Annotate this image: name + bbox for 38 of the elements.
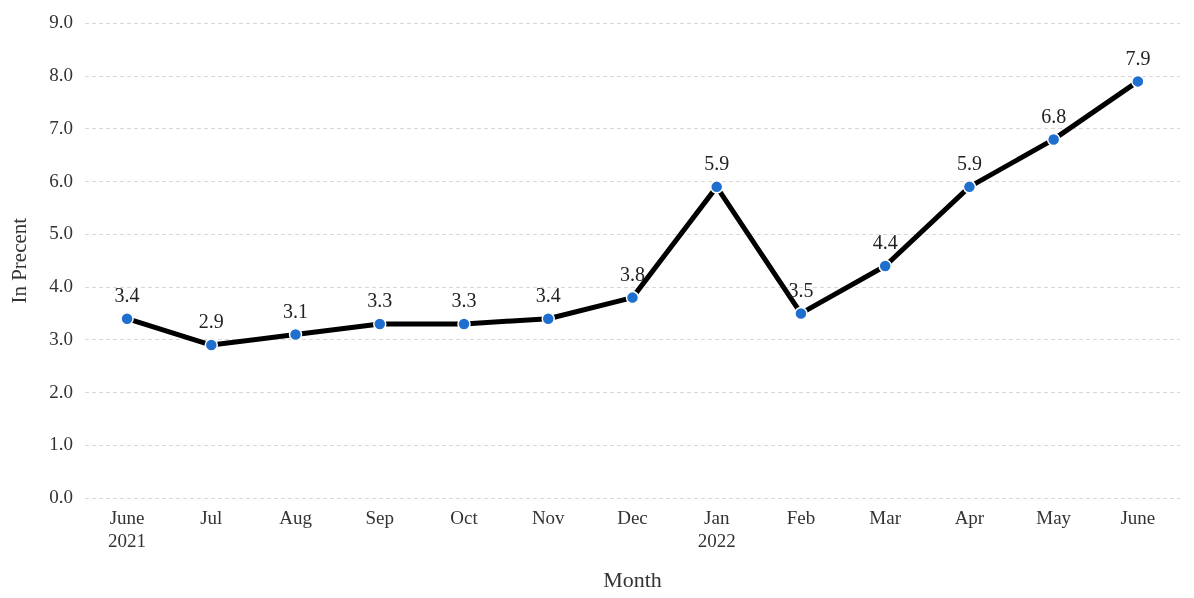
data-label: 3.8: [619, 262, 645, 285]
data-label: 3.4: [114, 283, 140, 306]
x-tick-label: Jan 2022: [697, 507, 736, 552]
y-tick-label: 6.0: [49, 169, 73, 191]
y-tick-label: 1.0: [49, 433, 73, 455]
data-label: 3.4: [535, 283, 561, 306]
data-label: 6.8: [1041, 104, 1067, 127]
x-axis-title: Month: [603, 566, 662, 592]
x-tick-label: June: [1120, 507, 1156, 529]
y-tick-label: 9.0: [49, 11, 73, 33]
data-label: 5.9: [704, 152, 730, 175]
data-label: 3.1: [283, 299, 309, 322]
x-tick-label: Mar: [869, 507, 902, 529]
y-tick-label: 0.0: [49, 485, 73, 507]
data-label: 3.5: [788, 278, 814, 301]
x-tick-label: Apr: [954, 507, 985, 529]
data-label: 3.3: [367, 289, 393, 312]
x-tick-label: Oct: [450, 507, 479, 529]
y-tick-label: 8.0: [49, 64, 73, 86]
x-tick-label: Jul: [200, 507, 223, 529]
data-label: 7.9: [1125, 46, 1151, 69]
x-tick-label: Sep: [365, 507, 395, 529]
x-tick-label: May: [1036, 507, 1072, 529]
y-tick-label: 5.0: [49, 222, 73, 244]
y-axis-title: In Precent: [7, 217, 32, 304]
x-tick-label: Feb: [786, 507, 816, 529]
y-tick-label: 3.0: [49, 327, 73, 349]
data-label: 3.3: [451, 289, 477, 312]
data-label: 5.9: [956, 152, 982, 175]
y-tick-label: 4.0: [49, 275, 73, 297]
y-tick-label: 7.0: [49, 116, 73, 138]
data-label: 2.9: [198, 310, 224, 333]
x-tick-label: Aug: [279, 507, 313, 529]
x-tick-label: Dec: [617, 507, 648, 529]
y-tick-label: 2.0: [49, 380, 73, 402]
x-tick-label: June 2021: [108, 507, 147, 552]
data-label: 4.4: [872, 231, 898, 254]
x-tick-label: Nov: [531, 507, 566, 529]
